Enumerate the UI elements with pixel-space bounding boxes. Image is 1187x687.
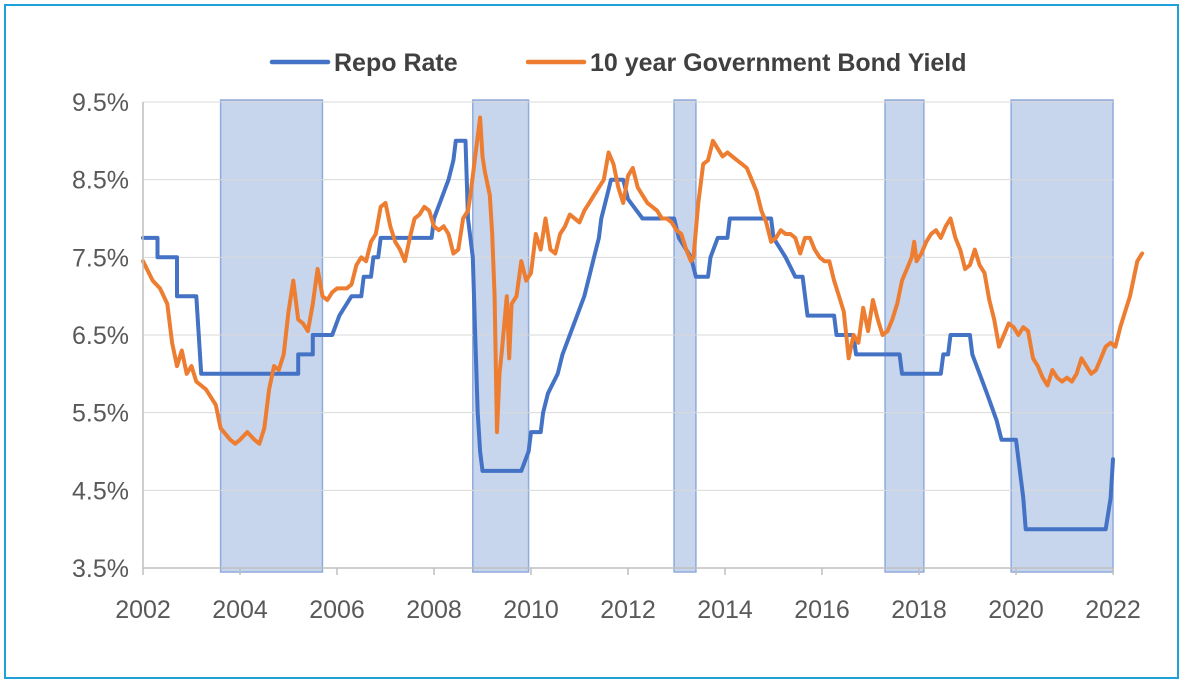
y-tick-label: 4.5% (72, 477, 129, 505)
y-tick-label: 5.5% (72, 400, 129, 428)
shaded-period-1 (219, 99, 324, 573)
y-tick-label: 7.5% (72, 244, 129, 272)
y-tick-label: 8.5% (72, 167, 129, 195)
legend-label-1: Repo Rate (334, 49, 458, 77)
y-tick-label: 3.5% (72, 555, 129, 583)
axes: 3.5% 4.5% 5.5% 6.5% 7.5% 8.5% 9.5% 2002 2004 2006… (72, 89, 1141, 624)
series-line-repo-rate (141, 138, 1115, 532)
series-line-bond-yield (141, 115, 1145, 446)
x-tick-label: 2016 (794, 596, 850, 624)
shaded-periods (219, 99, 1114, 573)
shaded-period-5 (1010, 99, 1114, 573)
x-tick-label: 2004 (212, 596, 268, 624)
shaded-period-4 (884, 99, 925, 573)
x-tick-label: 2022 (1085, 596, 1141, 624)
series-lines (141, 115, 1145, 532)
x-tick-label: 2008 (406, 596, 462, 624)
legend: Repo Rate 10 year Government Bond Yield (269, 49, 967, 77)
shaded-period-2 (472, 99, 530, 573)
x-tick-label: 2010 (503, 596, 559, 624)
y-tick-label: 9.5% (72, 89, 129, 117)
x-tick-label: 2018 (891, 596, 947, 624)
x-tick-label: 2002 (115, 596, 171, 624)
y-tick-label: 6.5% (72, 322, 129, 350)
shaded-period-3 (673, 99, 697, 573)
x-tick-label: 2020 (988, 596, 1044, 624)
legend-label-2: 10 year Government Bond Yield (590, 49, 967, 77)
x-tick-label: 2006 (309, 596, 365, 624)
x-tick-label: 2014 (697, 596, 753, 624)
x-tick-label: 2012 (600, 596, 656, 624)
